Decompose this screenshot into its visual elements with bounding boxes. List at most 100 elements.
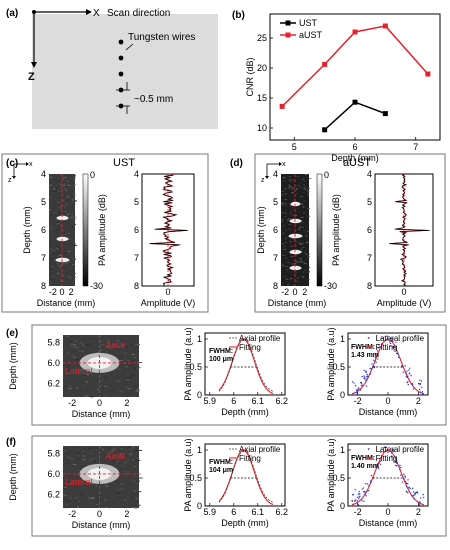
lateral-profile-point [405, 375, 408, 377]
y-tick-label: 0.5 [189, 473, 202, 483]
speckle [295, 241, 298, 242]
speckle [300, 261, 303, 263]
lateral-profile-point [407, 381, 409, 383]
speckle [71, 257, 74, 259]
speckle [77, 344, 79, 346]
speckle [75, 485, 79, 487]
distance-axis-label: Distance (mm) [72, 409, 131, 419]
lateral-profile-point [374, 354, 377, 356]
speckle [68, 270, 72, 271]
depth-tick-label: 4 [273, 169, 278, 179]
speckle [308, 266, 311, 268]
speckle [117, 346, 120, 348]
speckle [292, 187, 295, 189]
speckle [58, 234, 62, 236]
speckle [107, 483, 112, 485]
speckle [288, 278, 292, 280]
speckle [301, 203, 304, 205]
lateral-profile-point [381, 337, 383, 340]
depth-tick-label: 8 [273, 281, 278, 291]
lateral-profile-point [353, 394, 355, 396]
speckle [116, 460, 119, 462]
lateral-profile-point [391, 338, 393, 340]
lateral-profile-point [403, 478, 405, 480]
speckle [126, 375, 129, 377]
speckle [289, 188, 291, 190]
profile-depth-tick-label: 8 [134, 281, 139, 291]
speckle [69, 274, 72, 276]
cnr-y-tick-label: 20 [257, 63, 267, 73]
speckle [281, 190, 284, 192]
speckle [73, 216, 77, 218]
speckle [284, 205, 287, 206]
speckle [99, 385, 102, 387]
speckle [286, 283, 290, 285]
speckle [70, 224, 73, 226]
fwhm-label: FWHM: [351, 344, 375, 351]
speckle [53, 212, 56, 214]
speckle [64, 234, 67, 236]
lateral-profile-point [394, 346, 396, 349]
speckle [71, 255, 75, 257]
lateral-profile-point [400, 474, 402, 476]
speckle [281, 264, 284, 266]
speckle [126, 360, 131, 362]
speckle [67, 262, 71, 263]
speckle [63, 385, 67, 387]
speckle [302, 200, 306, 201]
profile-depth-tick-label: 7 [367, 253, 372, 263]
z-glyph-letter: z [8, 177, 12, 184]
speckle [284, 193, 287, 195]
speckle [71, 394, 75, 396]
speckle [87, 374, 90, 376]
speckle [295, 254, 299, 255]
data-point-aust [425, 71, 431, 77]
lateral-profile-point [366, 490, 368, 492]
speckle [66, 352, 69, 354]
speckle [299, 186, 302, 188]
speckle [65, 204, 68, 205]
lateral-profile-point [359, 389, 362, 391]
profile-frame [347, 443, 429, 507]
speckle [128, 378, 130, 380]
speckle [84, 465, 88, 467]
speckle [112, 344, 117, 346]
speckle [80, 336, 83, 338]
lateral-profile-point [364, 490, 366, 493]
tungsten-wire-dot [118, 39, 124, 45]
x-axis-label: Distance (mm) [359, 518, 418, 528]
lateral-profile-point [408, 369, 410, 371]
lateral-profile-point [422, 493, 424, 496]
lateral-profile-point [410, 374, 412, 377]
speckle [53, 253, 56, 254]
speckle [285, 210, 287, 212]
z-axis-letter: Z [28, 71, 35, 83]
speckle [303, 229, 306, 231]
speckle [297, 281, 300, 283]
wire-spot [55, 257, 70, 263]
speckle [85, 371, 88, 373]
speckle [282, 254, 284, 256]
speckle [105, 390, 109, 392]
speckle [305, 187, 308, 188]
speckle [299, 216, 303, 218]
speckle [75, 347, 78, 349]
speckle [58, 183, 61, 185]
speckle [67, 239, 71, 241]
lateral-profile-point [357, 498, 360, 500]
speckle [294, 243, 297, 245]
speckle [308, 178, 312, 179]
speckle [117, 462, 120, 464]
speckle [281, 222, 285, 224]
lateral-profile-point [379, 346, 381, 348]
speckle [88, 459, 92, 461]
distance-tick-label: 2 [69, 287, 74, 297]
speckle [68, 337, 71, 339]
lateral-profile-point [361, 500, 363, 502]
lateral-profile-point [357, 504, 360, 506]
speckle [63, 253, 67, 254]
speckle [72, 264, 75, 266]
distance-tick-label: 2 [302, 287, 307, 297]
speckle [59, 187, 63, 189]
speckle [62, 284, 64, 286]
